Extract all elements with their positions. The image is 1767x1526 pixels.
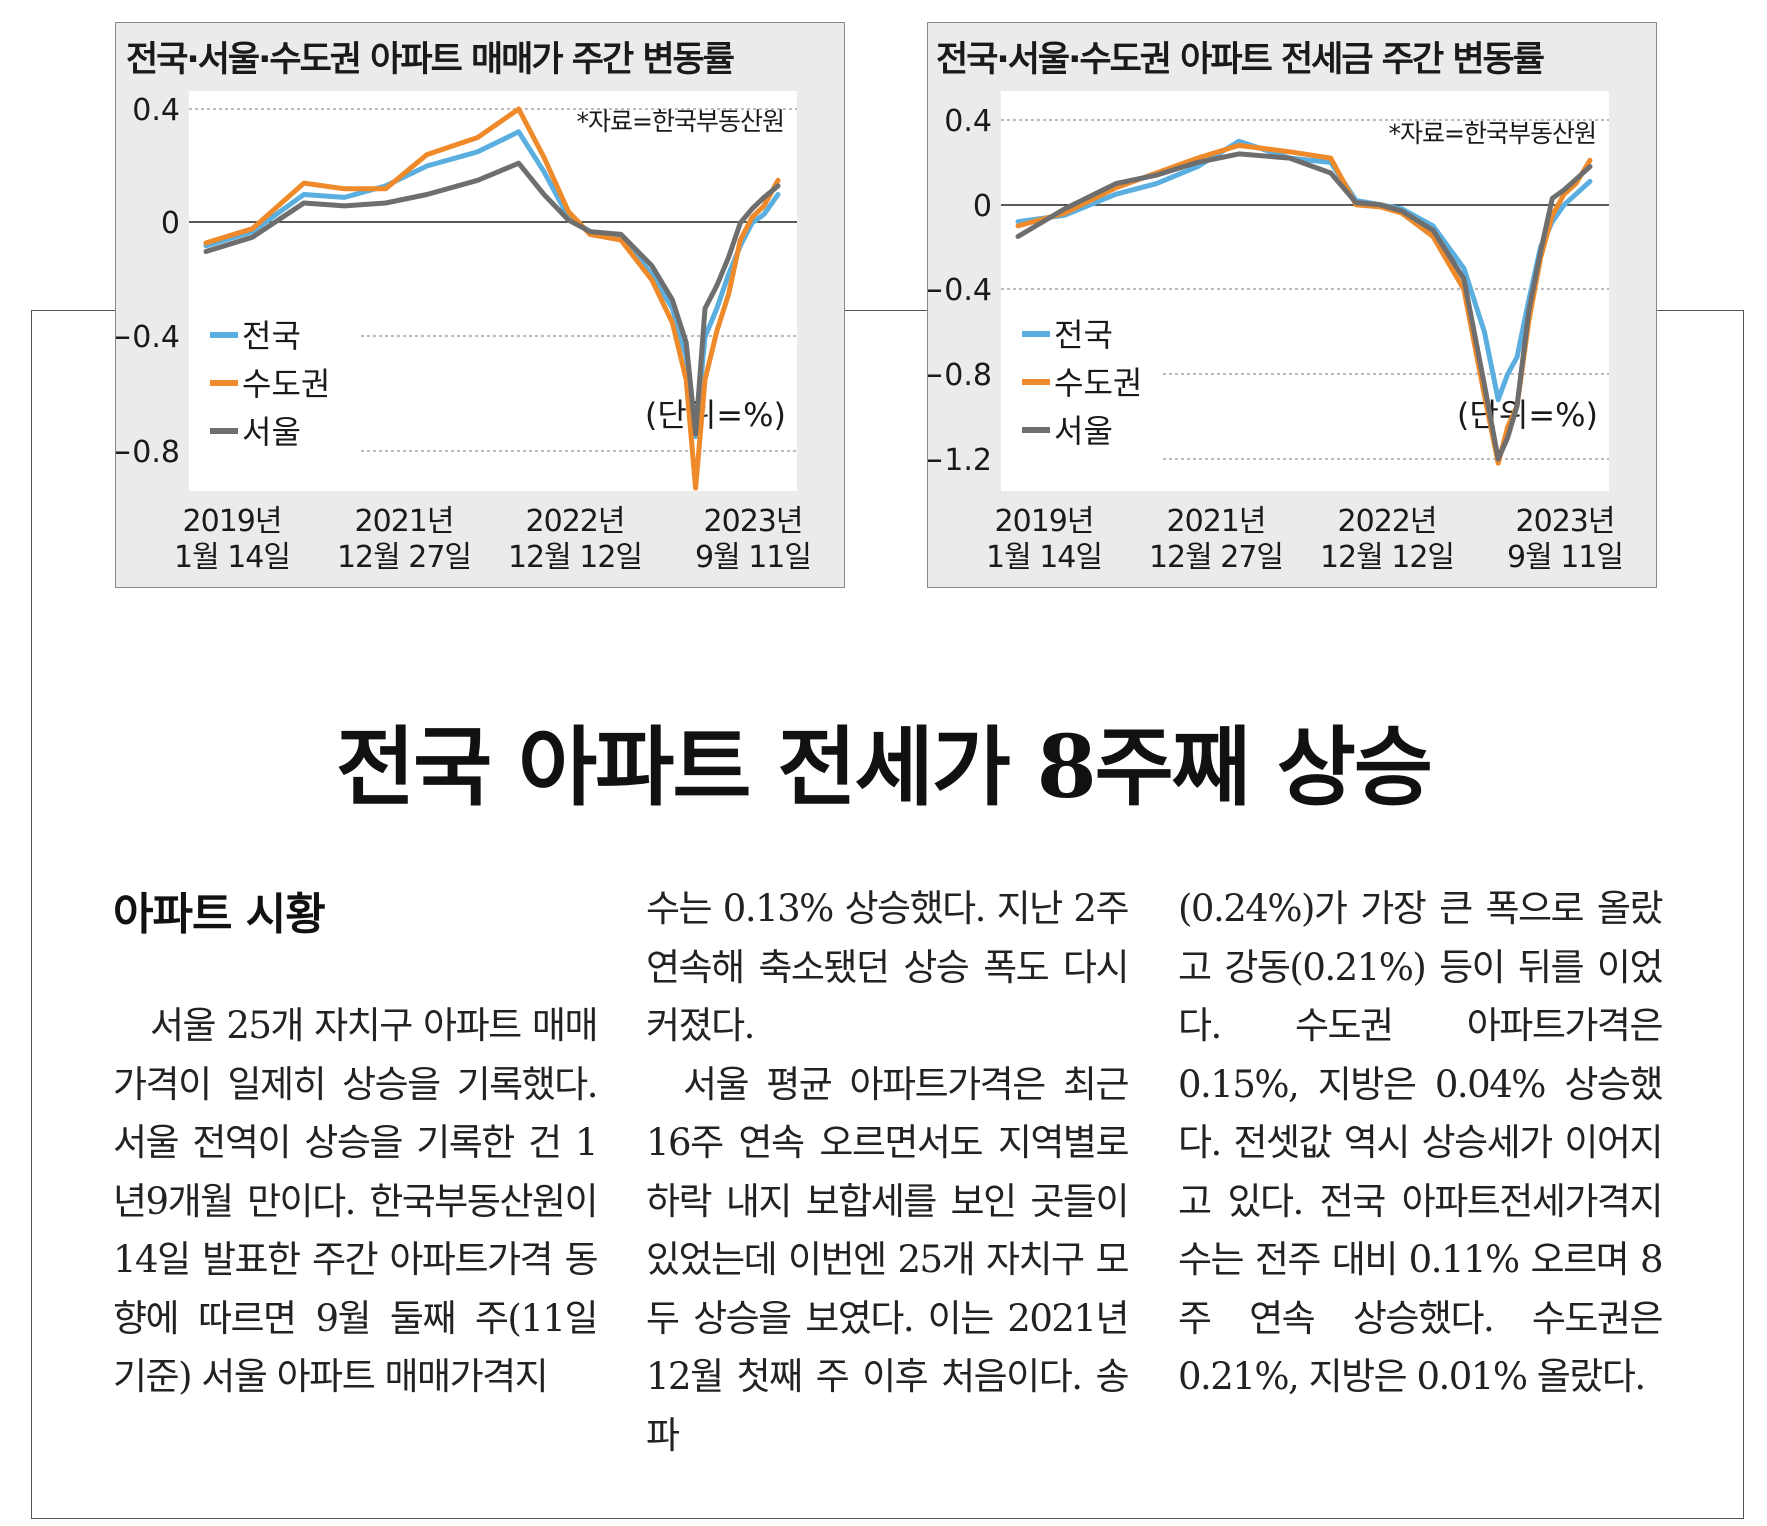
- legend-label-capital: 수도권: [242, 365, 330, 403]
- xtick-date: 12월 12일: [1320, 540, 1454, 575]
- legend-label-seoul: 서울: [242, 413, 301, 451]
- xtick-year: 2019년: [995, 504, 1094, 539]
- source-note: *자료=한국부동산원: [577, 107, 784, 136]
- chart-title: 전국·서울·수도권 아파트 전세금 주간 변동률: [936, 40, 1544, 80]
- jeonse-chart: 전국·서울·수도권 아파트 전세금 주간 변동률 0.4 0 −0.4 −0.8…: [927, 22, 1657, 588]
- legend-label-seoul: 서울: [1054, 412, 1113, 450]
- xtick-date: 1월 14일: [174, 540, 290, 575]
- legend-label-national: 전국: [242, 317, 301, 355]
- ytick: −0.4: [928, 273, 992, 308]
- series-line-seoul: [203, 160, 781, 437]
- xtick-date: 12월 27일: [337, 540, 471, 575]
- unit-label: (단위=%): [645, 396, 786, 434]
- xtick-date: 9월 11일: [695, 540, 811, 575]
- xtick-year: 2023년: [1516, 504, 1615, 539]
- ytick: −0.8: [116, 435, 180, 470]
- ytick: 0.4: [944, 104, 992, 139]
- xtick-year: 2021년: [1167, 504, 1266, 539]
- series-line-capital-area: [203, 106, 781, 491]
- unit-label: (단위=%): [1457, 396, 1598, 434]
- xtick-date: 9월 11일: [1507, 540, 1623, 575]
- xtick-date: 12월 12일: [508, 540, 642, 575]
- series-line-seoul: [1015, 151, 1593, 462]
- headline: 전국 아파트 전세가 8주째 상승: [335, 717, 1433, 818]
- legend: 전국 수도권 서울: [210, 317, 330, 451]
- article-column-3: (0.24%)가 가장 큰 폭으로 올랐고 강동(0.21%) 등이 뒤를 이었…: [1178, 880, 1664, 1407]
- article-column-2: 수는 0.13% 상승했다. 지난 2주 연속해 축소됐던 상승 폭도 다시 커…: [646, 880, 1130, 1465]
- xtick-year: 2022년: [1338, 504, 1437, 539]
- series-lines: [1015, 138, 1593, 466]
- article-paragraph: 수는 0.13% 상승했다. 지난 2주 연속해 축소됐던 상승 폭도 다시 커…: [646, 887, 1130, 1047]
- ytick: −0.4: [116, 320, 180, 355]
- legend-label-capital: 수도권: [1054, 364, 1142, 402]
- article-column-1: 아파트 시황 서울 25개 자치구 아파트 매매 가격이 일제히 상승을 기록했…: [113, 880, 599, 1407]
- article-paragraph: 서울 평균 아파트가격은 최근 16주 연속 오르면서도 지역별로 하락 내지 …: [646, 1062, 1130, 1457]
- sale-price-chart: 전국·서울·수도권 아파트 매매가 주간 변동률 0.4 0 −0.4 −0.8…: [115, 22, 845, 588]
- ytick: −1.2: [928, 443, 992, 478]
- jeonse-chart-svg: 전국·서울·수도권 아파트 전세금 주간 변동률 0.4 0 −0.4 −0.8…: [928, 40, 1624, 575]
- chart-title: 전국·서울·수도권 아파트 매매가 주간 변동률: [126, 40, 734, 80]
- source-note: *자료=한국부동산원: [1389, 119, 1596, 148]
- section-title: 아파트 시황: [113, 889, 326, 940]
- xtick-year: 2021년: [355, 504, 454, 539]
- legend-label-national: 전국: [1054, 316, 1113, 354]
- xtick-year: 2019년: [183, 504, 282, 539]
- xtick-year: 2022년: [526, 504, 625, 539]
- xtick-date: 1월 14일: [986, 540, 1102, 575]
- xtick-year: 2023년: [704, 504, 803, 539]
- series-lines: [203, 106, 781, 491]
- ytick: 0.4: [132, 93, 180, 128]
- legend: 전국 수도권 서울: [1022, 316, 1142, 450]
- xtick-date: 12월 27일: [1149, 540, 1283, 575]
- ytick: 0: [973, 189, 992, 224]
- sale-price-chart-svg: 전국·서울·수도권 아파트 매매가 주간 변동률 0.4 0 −0.4 −0.8…: [116, 40, 812, 575]
- ytick: −0.8: [928, 358, 992, 393]
- article-paragraph: (0.24%)가 가장 큰 폭으로 올랐고 강동(0.21%) 등이 뒤를 이었…: [1178, 887, 1664, 1398]
- article-paragraph: 서울 25개 자치구 아파트 매매 가격이 일제히 상승을 기록했다. 서울 전…: [113, 1004, 599, 1398]
- ytick: 0: [161, 206, 180, 241]
